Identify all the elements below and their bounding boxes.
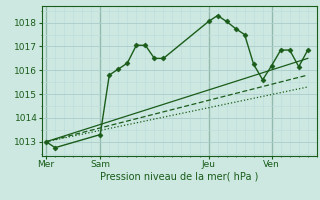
X-axis label: Pression niveau de la mer( hPa ): Pression niveau de la mer( hPa ) (100, 172, 258, 182)
